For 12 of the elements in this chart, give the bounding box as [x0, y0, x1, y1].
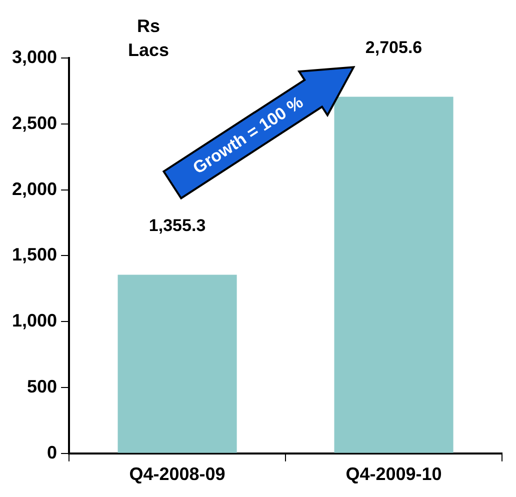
y-tick-label: 2,500	[12, 112, 58, 133]
y-tick-label: 1,000	[12, 310, 58, 331]
x-tick-label: Q4-2009-10	[346, 464, 442, 484]
data-label: 2,705.6	[365, 38, 422, 57]
y-tick-label: 500	[26, 376, 58, 396]
y-tick-label: 1,500	[12, 244, 58, 265]
y-tick-label: 3,000	[12, 46, 58, 67]
x-tick-label: Q4-2008-09	[129, 464, 226, 484]
data-label: 1,355.3	[148, 216, 206, 235]
y-tick-label: 2,000	[12, 178, 58, 199]
y-tick-label: 0	[47, 442, 58, 462]
y-axis-title: Rs Lacs	[128, 15, 170, 62]
